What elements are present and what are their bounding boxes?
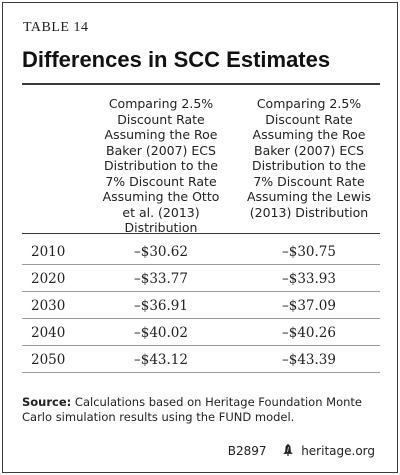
table-row: 2040 –$40.02 –$40.26: [22, 319, 380, 346]
row-year: 2030: [31, 298, 66, 314]
report-code: B2897: [227, 444, 267, 458]
column-header-lewis: Comparing 2.5% Discount Rate Assuming th…: [246, 96, 372, 220]
row-value-otto: –$36.91: [134, 298, 188, 314]
row-value-otto: –$43.12: [134, 352, 188, 368]
source-label: Source:: [22, 395, 72, 409]
table-row: 2030 –$36.91 –$37.09: [22, 292, 380, 319]
row-value-lewis: –$40.26: [282, 325, 336, 341]
row-value-otto: –$40.02: [134, 325, 188, 341]
table-row: 2020 –$33.77 –$33.93: [22, 265, 380, 292]
row-value-lewis: –$43.39: [282, 352, 336, 368]
row-value-otto: –$30.62: [134, 244, 188, 260]
row-value-lewis: –$33.93: [282, 271, 336, 287]
table-title: Differences in SCC Estimates: [22, 47, 331, 72]
row-value-otto: –$33.77: [134, 271, 188, 287]
row-value-lewis: –$37.09: [282, 298, 336, 314]
table-row: 2010 –$30.62 –$30.75: [22, 238, 380, 265]
header-divider: [22, 233, 380, 234]
row-year: 2040: [31, 325, 66, 341]
row-value-lewis: –$30.75: [282, 244, 336, 260]
site-name[interactable]: heritage.org: [301, 444, 375, 458]
source-note: Source: Calculations based on Heritage F…: [22, 395, 384, 425]
source-text: Calculations based on Heritage Foundatio…: [22, 395, 362, 424]
column-header-otto: Comparing 2.5% Discount Rate Assuming th…: [102, 96, 220, 235]
row-year: 2050: [31, 352, 66, 368]
liberty-bell-icon: [283, 444, 293, 456]
row-year: 2020: [31, 271, 66, 287]
table-row: 2050 –$43.12 –$43.39: [22, 346, 380, 373]
table-label: TABLE 14: [23, 20, 89, 35]
title-divider: [22, 83, 380, 85]
footer: B2897 heritage.org: [228, 444, 375, 458]
row-year: 2010: [31, 244, 66, 260]
